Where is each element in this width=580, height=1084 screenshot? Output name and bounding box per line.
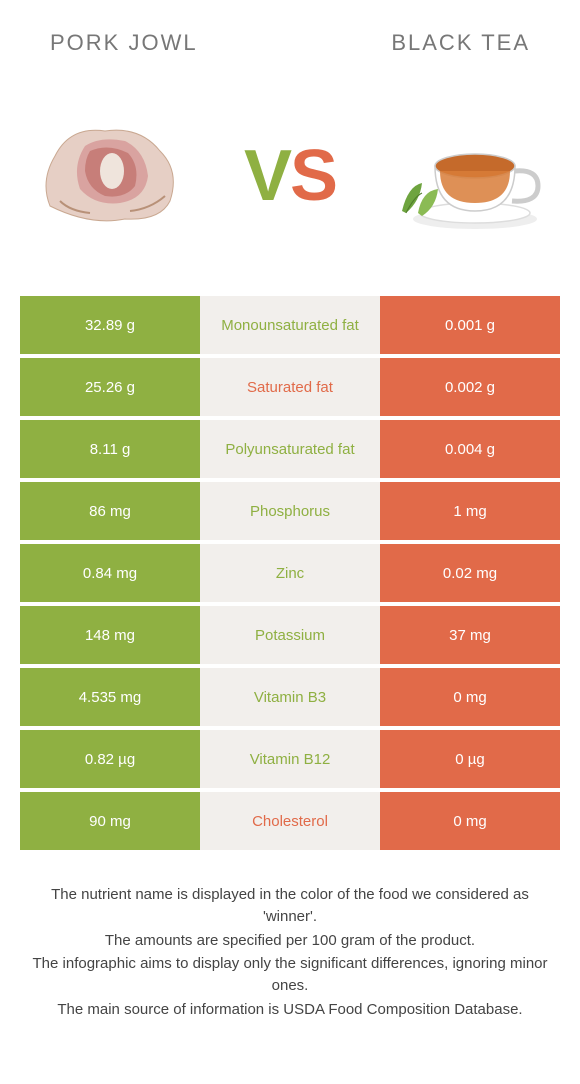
table-row: 32.89 gMonounsaturated fat0.001 g	[20, 296, 560, 354]
header: PORK JOWL BLACK TEA	[0, 0, 580, 66]
right-value-cell: 1 mg	[380, 482, 560, 540]
right-value-cell: 0 mg	[380, 668, 560, 726]
right-value-cell: 37 mg	[380, 606, 560, 664]
pork-jowl-image	[25, 101, 195, 251]
left-value-cell: 148 mg	[20, 606, 200, 664]
vs-label: VS	[244, 135, 336, 217]
nutrient-label-cell: Saturated fat	[200, 358, 380, 416]
table-row: 0.82 µgVitamin B120 µg	[20, 730, 560, 788]
footer-line-1: The nutrient name is displayed in the co…	[25, 884, 555, 928]
table-row: 90 mgCholesterol0 mg	[20, 792, 560, 850]
right-value-cell: 0.004 g	[380, 420, 560, 478]
nutrient-label-cell: Cholesterol	[200, 792, 380, 850]
nutrient-label-cell: Monounsaturated fat	[200, 296, 380, 354]
footer-line-4: The main source of information is USDA F…	[25, 999, 555, 1021]
vs-s: S	[290, 135, 336, 217]
nutrient-label-cell: Phosphorus	[200, 482, 380, 540]
table-row: 86 mgPhosphorus1 mg	[20, 482, 560, 540]
left-value-cell: 0.82 µg	[20, 730, 200, 788]
footer-notes: The nutrient name is displayed in the co…	[0, 854, 580, 1021]
nutrient-label-cell: Vitamin B12	[200, 730, 380, 788]
table-row: 0.84 mgZinc0.02 mg	[20, 544, 560, 602]
left-value-cell: 4.535 mg	[20, 668, 200, 726]
table-row: 8.11 gPolyunsaturated fat0.004 g	[20, 420, 560, 478]
left-food-title: PORK JOWL	[50, 30, 198, 56]
images-row: VS	[0, 66, 580, 296]
table-row: 4.535 mgVitamin B30 mg	[20, 668, 560, 726]
footer-line-2: The amounts are specified per 100 gram o…	[25, 930, 555, 952]
left-value-cell: 0.84 mg	[20, 544, 200, 602]
table-row: 25.26 gSaturated fat0.002 g	[20, 358, 560, 416]
table-row: 148 mgPotassium37 mg	[20, 606, 560, 664]
nutrition-table: 32.89 gMonounsaturated fat0.001 g25.26 g…	[20, 296, 560, 850]
footer-line-3: The infographic aims to display only the…	[25, 953, 555, 997]
right-value-cell: 0 mg	[380, 792, 560, 850]
meat-icon	[30, 111, 190, 241]
nutrient-label-cell: Potassium	[200, 606, 380, 664]
right-value-cell: 0 µg	[380, 730, 560, 788]
right-value-cell: 0.001 g	[380, 296, 560, 354]
right-food-title: BLACK TEA	[391, 30, 530, 56]
left-value-cell: 25.26 g	[20, 358, 200, 416]
black-tea-image	[385, 101, 555, 251]
right-value-cell: 0.02 mg	[380, 544, 560, 602]
left-value-cell: 90 mg	[20, 792, 200, 850]
nutrient-label-cell: Polyunsaturated fat	[200, 420, 380, 478]
right-value-cell: 0.002 g	[380, 358, 560, 416]
vs-v: V	[244, 135, 290, 217]
left-value-cell: 86 mg	[20, 482, 200, 540]
left-value-cell: 8.11 g	[20, 420, 200, 478]
left-value-cell: 32.89 g	[20, 296, 200, 354]
tea-icon	[390, 111, 550, 241]
nutrient-label-cell: Zinc	[200, 544, 380, 602]
nutrient-label-cell: Vitamin B3	[200, 668, 380, 726]
